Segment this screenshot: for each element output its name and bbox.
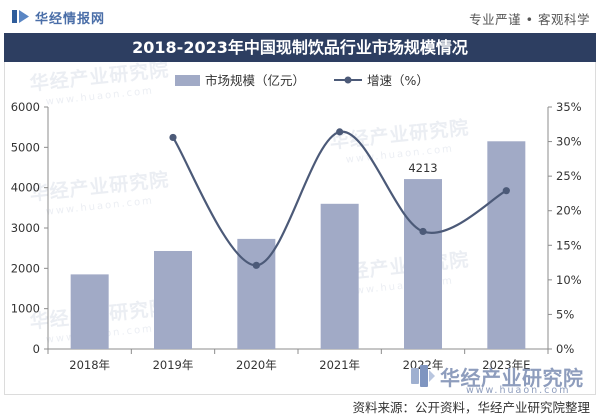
bar-value-labels: 4213 <box>408 161 437 175</box>
right-axis-tick-label: 0% <box>556 342 574 356</box>
left-axis-tick-label: 2000 <box>11 261 40 275</box>
growth-point <box>252 261 260 269</box>
x-axis-category-label: 2019年 <box>153 358 194 372</box>
growth-point <box>336 128 344 136</box>
growth-point <box>419 227 427 236</box>
axes <box>47 107 549 350</box>
left-axis-tick-label: 1000 <box>11 302 40 316</box>
right-axis-tick-label: 25% <box>556 169 582 183</box>
title-bar: 2018-2023年中国现制饮品行业市场规模情况 <box>4 33 596 62</box>
right-axis-ticks: 0% 5% 10% 15% 20% 25% 30% 35% <box>548 100 582 356</box>
x-axis-category-label: 2020年 <box>236 358 277 372</box>
left-axis-tick-label: 6000 <box>11 100 40 114</box>
left-axis-tick-label: 4000 <box>11 181 40 195</box>
line-series <box>169 128 510 269</box>
left-axis-tick-label: 5000 <box>11 140 40 154</box>
x-axis-ticks: 2018年 2019年 2020年 2021年 2022年 2023年E <box>47 349 549 372</box>
legend-bar-swatch <box>175 75 200 86</box>
huajing-logo-icon <box>12 9 30 24</box>
right-axis-tick-label: 30% <box>556 135 582 149</box>
right-axis-tick-label: 35% <box>556 100 582 114</box>
x-axis-category-label: 2022年 <box>403 358 444 372</box>
legend-bar-label: 市场规模（亿元） <box>205 73 305 88</box>
legend: 市场规模（亿元） 增速（%） <box>175 73 429 88</box>
growth-point <box>169 133 177 142</box>
right-axis-tick-label: 10% <box>556 273 582 287</box>
right-axis-tick-label: 15% <box>556 238 582 252</box>
chart-title: 2018-2023年中国现制饮品行业市场规模情况 <box>132 38 468 57</box>
growth-point <box>502 187 510 195</box>
bar <box>320 203 359 349</box>
header: 华经情报网 专业严谨 • 客观科学 <box>0 0 600 31</box>
x-axis-category-label: 2018年 <box>69 358 110 372</box>
x-axis-category-label: 2023年E <box>482 358 530 372</box>
x-axis-category-label: 2021年 <box>319 358 360 372</box>
right-axis-tick-label: 5% <box>556 307 574 321</box>
left-axis-tick-label: 0 <box>33 342 40 356</box>
right-axis-tick-label: 20% <box>556 204 582 218</box>
source-note: 资料来源：公开资料，华经产业研究院整理 <box>352 400 590 415</box>
bar <box>487 141 526 349</box>
bar <box>70 274 109 349</box>
legend-line-marker <box>344 76 352 84</box>
bar <box>404 179 442 349</box>
left-axis-ticks: 0 1000 2000 3000 4000 5000 6000 <box>11 100 48 356</box>
bar-series <box>70 141 526 349</box>
chart-frame <box>4 62 596 395</box>
left-axis-tick-label: 3000 <box>11 221 40 235</box>
legend-line-label: 增速（%） <box>367 73 429 88</box>
slogan: 专业严谨 • 客观科学 <box>469 12 590 27</box>
bar <box>154 250 192 349</box>
bar-value-label: 4213 <box>408 161 437 175</box>
brand-name: 华经情报网 <box>35 12 106 27</box>
